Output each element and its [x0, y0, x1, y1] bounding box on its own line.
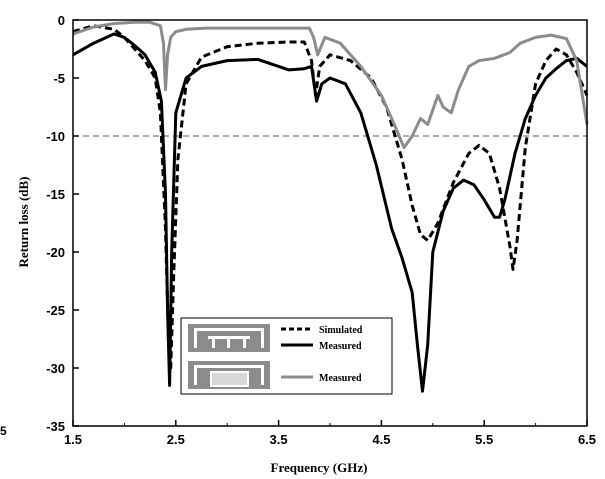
y-tick-label: -10	[46, 129, 65, 144]
series-line-0-simulated	[72, 24, 589, 370]
y-tick-label: -30	[46, 361, 65, 376]
antenna-thumbnail-slotted-icon	[188, 324, 270, 352]
y-tick-label: -5	[53, 71, 65, 86]
x-tick-label: 4.5	[372, 432, 390, 447]
x-tick-label: 3.5	[270, 432, 288, 447]
y-axis-title: Return loss (dB)	[16, 176, 31, 267]
antenna-thumbnail-basic-icon	[188, 361, 270, 389]
series-line-1-measured	[72, 32, 588, 393]
stray-tick-label: 5	[0, 424, 7, 438]
x-tick-label: 2.5	[167, 432, 185, 447]
series-line-2-measured	[72, 20, 589, 150]
legend-label-simulated: Simulated	[319, 325, 363, 336]
legend: Simulated Measured Measured	[180, 317, 393, 395]
y-tick-label: -25	[46, 303, 65, 318]
y-tick-label: -20	[46, 245, 65, 260]
x-tick-label: 5.5	[475, 432, 493, 447]
legend-label-measured-black: Measured	[319, 341, 362, 352]
y-tick-label: -15	[46, 187, 65, 202]
axes-layer: 1.5 2.5 3.5 4.5 5.5 6.5 0 -5 -10 -15 -20 -25 -30 -35	[46, 13, 596, 447]
x-axis-title: Frequency (GHz)	[271, 460, 368, 475]
x-tick-label: 6.5	[578, 432, 596, 447]
legend-label-measured-gray: Measured	[319, 373, 362, 384]
y-tick-label: -35	[46, 419, 65, 434]
series-layer	[72, 20, 589, 393]
x-tick-label: 1.5	[64, 432, 82, 447]
y-tick-label: 0	[58, 13, 65, 28]
